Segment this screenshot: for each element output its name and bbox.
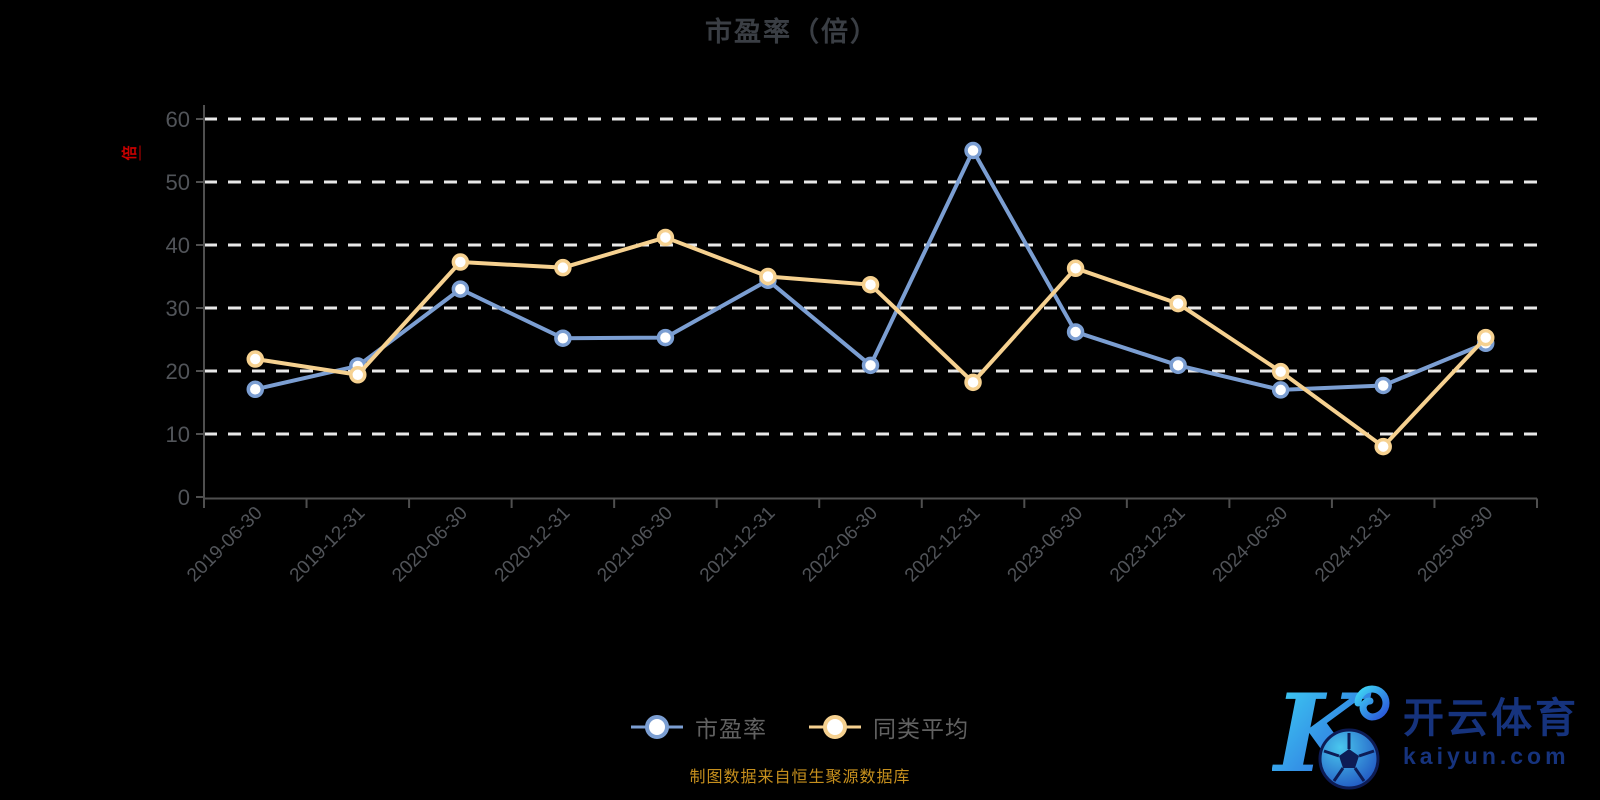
data-point[interactable]: [246, 350, 265, 368]
data-point[interactable]: [656, 228, 675, 247]
watermark-text: 开云体育 kaiyun.com: [1403, 694, 1579, 770]
kaiyun-logo-icon: K: [1272, 671, 1390, 796]
data-point[interactable]: [554, 329, 572, 347]
data-point[interactable]: [1066, 259, 1085, 278]
line-series-marker-icon: [809, 715, 861, 739]
x-category-label: 2021-12-31: [696, 503, 780, 587]
y-tick-label: 40: [166, 233, 190, 258]
x-category-label: 2019-06-30: [183, 503, 267, 587]
data-point[interactable]: [554, 258, 572, 277]
series-line: [253, 235, 1488, 449]
y-tick-label: 10: [166, 422, 190, 447]
x-category-label: 2020-06-30: [388, 503, 472, 587]
y-tick-label: 30: [166, 296, 190, 321]
x-category-label: 2019-12-31: [286, 503, 370, 587]
x-category-label: 2024-06-30: [1209, 503, 1293, 587]
data-point[interactable]: [451, 253, 470, 271]
pe-ratio-line-chart: 0 10 20 30 40 50 60 2019-06-30 2019-12-31 2020-06…: [166, 105, 1538, 587]
legend-item-peer-average[interactable]: 同类平均: [809, 710, 969, 744]
data-point[interactable]: [1476, 328, 1495, 347]
y-tick-label: 60: [166, 107, 190, 132]
data-point[interactable]: [451, 280, 470, 298]
line-series-marker-icon: [631, 715, 683, 739]
data-point[interactable]: [1169, 294, 1187, 313]
y-tick-label: 20: [166, 359, 190, 384]
x-category-label: 2025-06-30: [1414, 503, 1498, 587]
x-category-label: 2023-12-31: [1106, 503, 1190, 587]
data-point[interactable]: [861, 275, 880, 294]
data-point[interactable]: [759, 267, 777, 286]
data-point[interactable]: [1271, 362, 1290, 381]
watermark-brand: 开云体育: [1403, 694, 1579, 741]
data-point[interactable]: [349, 366, 367, 384]
data-point[interactable]: [1169, 356, 1187, 375]
data-source-note: 制图数据来自恒生聚源数据库: [689, 769, 911, 786]
data-point[interactable]: [1374, 376, 1392, 395]
y-tick-label: 50: [166, 170, 190, 195]
legend-label: 同类平均: [873, 716, 969, 742]
watermark-domain: kaiyun.com: [1403, 743, 1570, 770]
data-point[interactable]: [964, 141, 982, 160]
series-line: [253, 148, 1488, 392]
y-tick-label: 0: [178, 485, 190, 510]
chart-legend: 市盈率 同类平均: [0, 710, 1600, 744]
x-category-label: 2023-06-30: [1004, 503, 1088, 587]
page-title: 市盈率（倍）: [705, 17, 879, 47]
x-category-label: 2024-12-31: [1311, 503, 1395, 587]
data-point[interactable]: [1271, 381, 1290, 399]
x-category-label: 2020-12-31: [491, 503, 575, 587]
x-category-label: 2022-12-31: [901, 503, 985, 587]
data-point[interactable]: [1066, 323, 1085, 341]
data-point[interactable]: [861, 356, 880, 375]
data-point[interactable]: [656, 328, 675, 347]
kaiyun-watermark: K 开云体育 kaiyun.com: [1272, 668, 1592, 798]
data-point[interactable]: [1374, 437, 1392, 456]
legend-item-pe-ratio[interactable]: 市盈率: [631, 710, 767, 744]
legend-label: 市盈率: [695, 716, 767, 742]
data-point[interactable]: [246, 380, 265, 399]
x-category-label: 2021-06-30: [593, 503, 677, 587]
x-category-label: 2022-06-30: [798, 503, 882, 587]
data-point[interactable]: [964, 373, 982, 392]
